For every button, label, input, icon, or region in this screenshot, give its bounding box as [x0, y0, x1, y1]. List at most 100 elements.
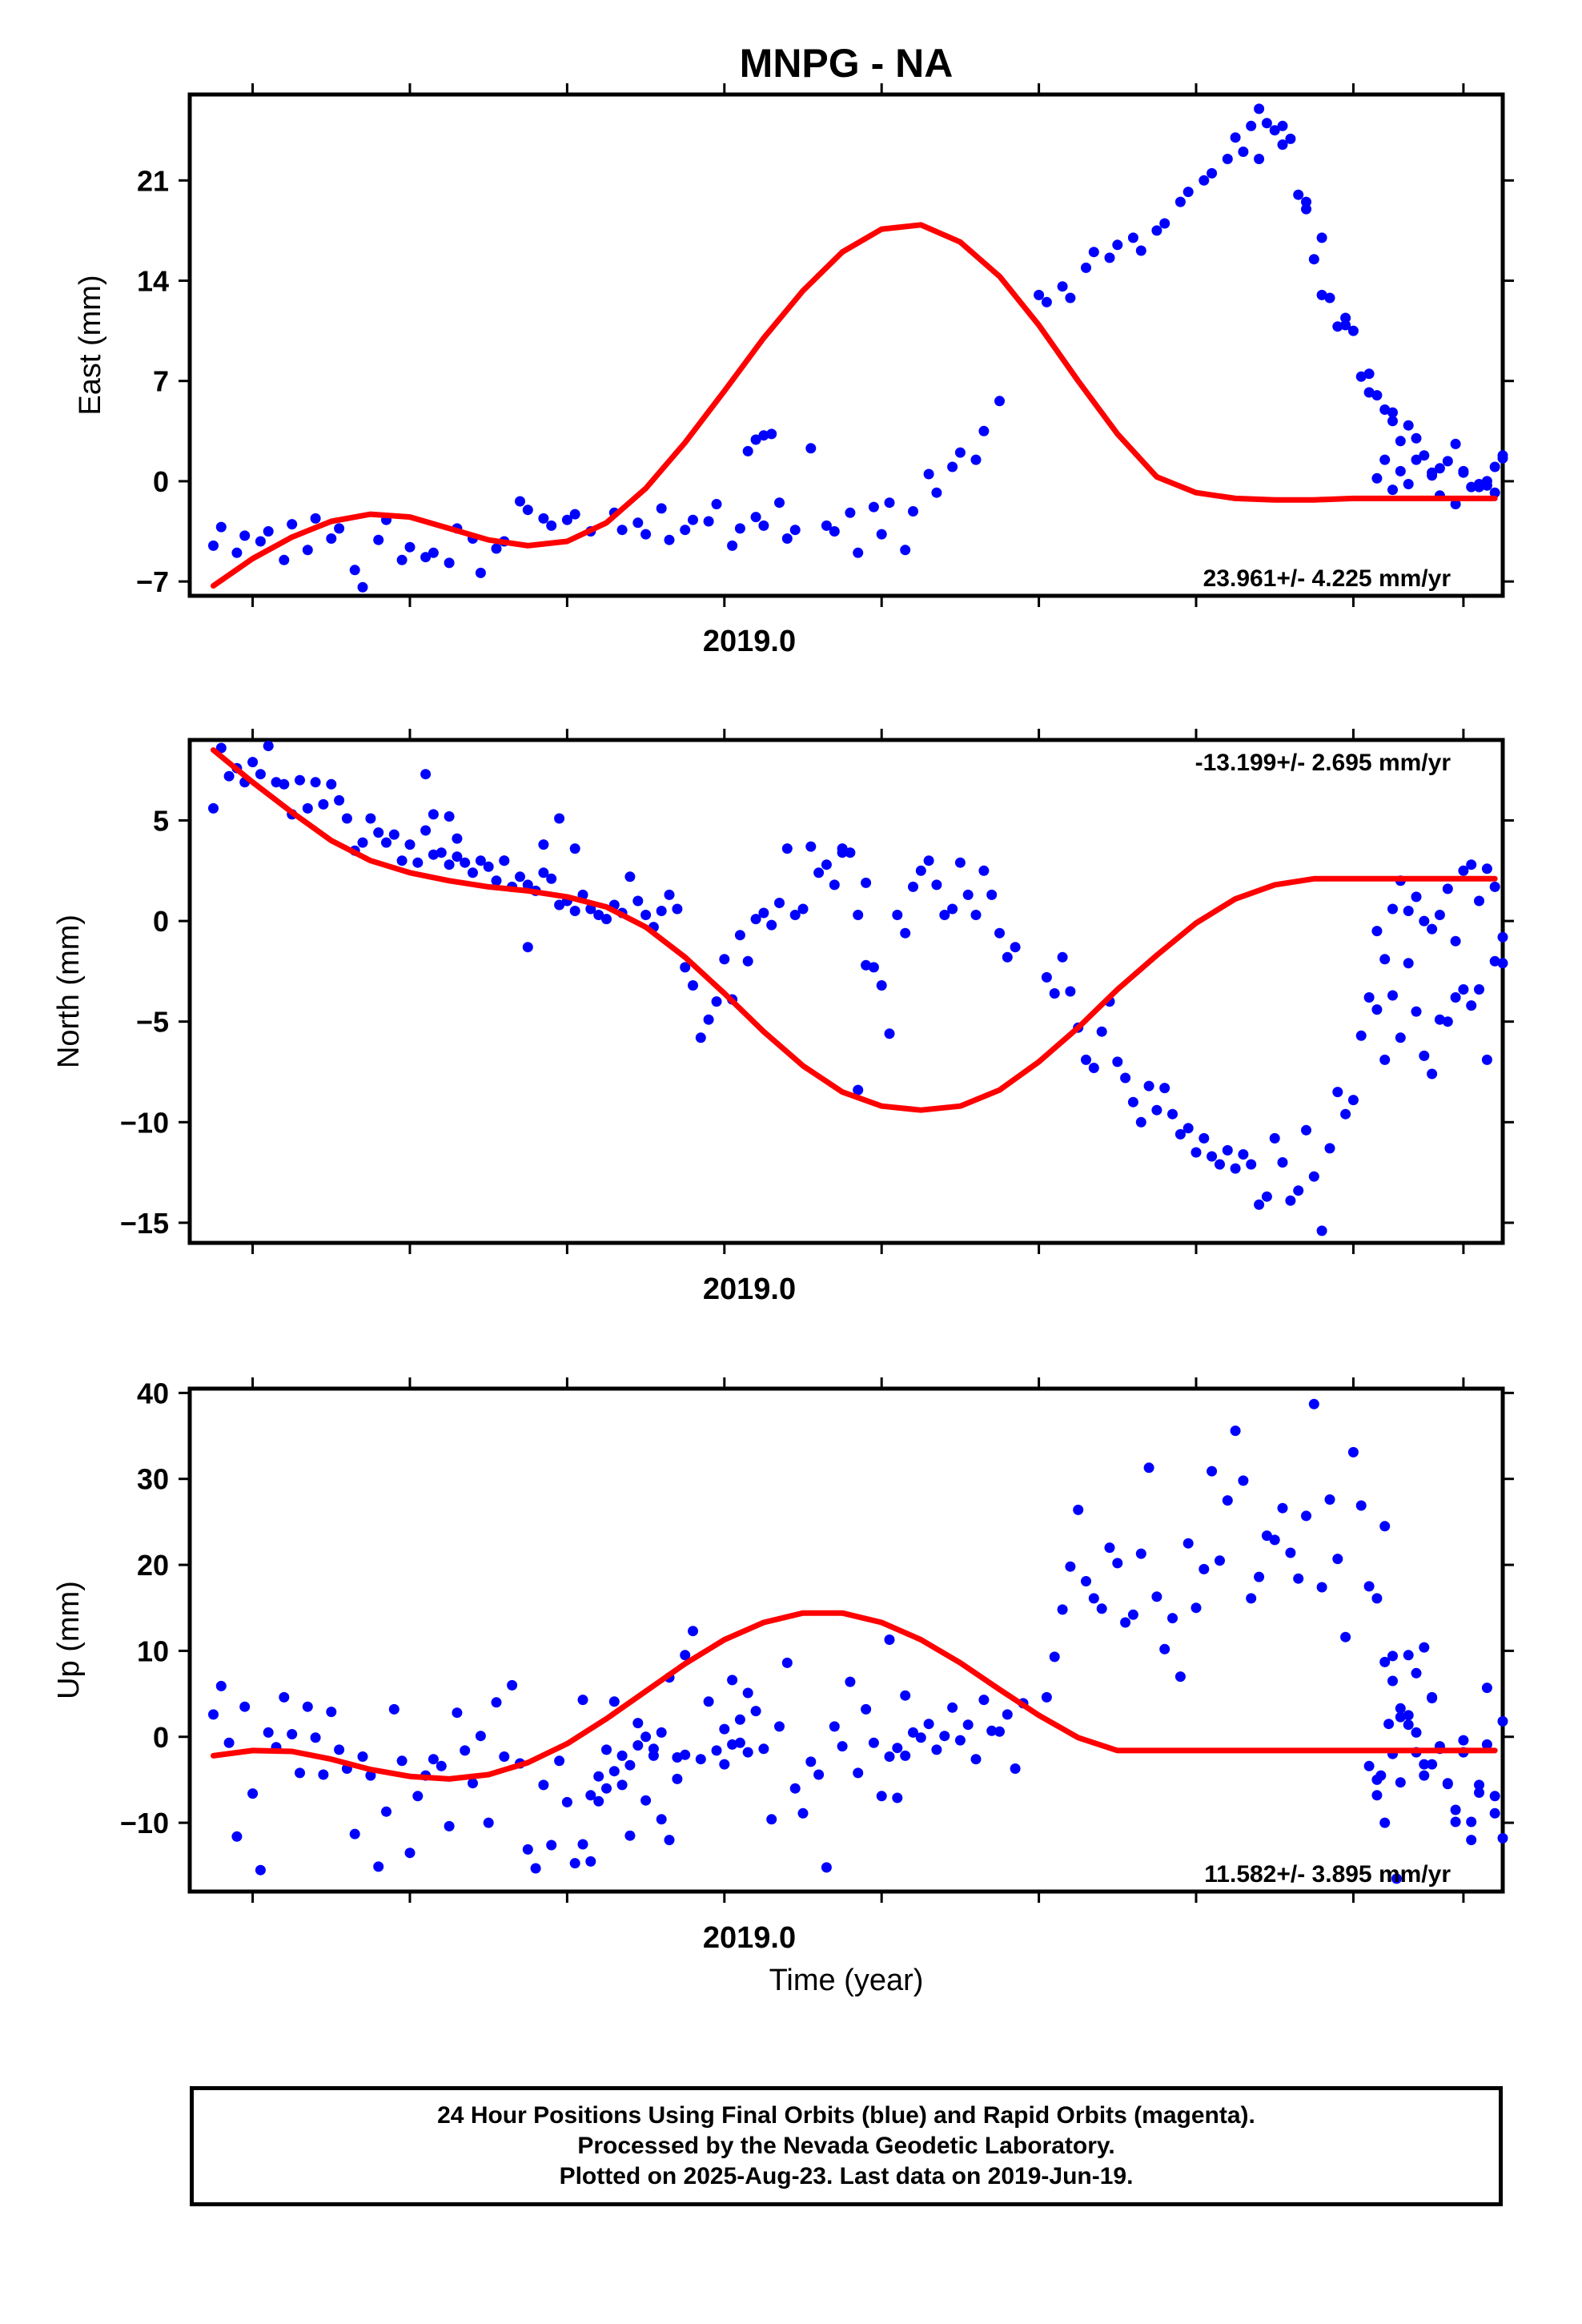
- panel-north-data-point: [428, 809, 439, 820]
- panel-up-data-point: [1254, 1571, 1265, 1582]
- panel-north-data-point: [1277, 1157, 1288, 1168]
- panel-north-data-point: [1230, 1163, 1241, 1174]
- panel-north-data-point: [1434, 1014, 1445, 1025]
- panel-up-data-point: [468, 1778, 478, 1789]
- panel-up-data-point: [231, 1831, 243, 1842]
- panel-up-data-point: [1391, 1873, 1402, 1884]
- panel-up-data-point: [499, 1751, 510, 1762]
- panel-up-data-point: [1419, 1759, 1430, 1770]
- panel-up-data-point: [931, 1744, 942, 1755]
- panel-up-data-point: [695, 1754, 706, 1765]
- panel-east-data-point: [310, 513, 321, 524]
- panel-up-data-point: [412, 1791, 424, 1802]
- panel-east-data-point: [208, 540, 219, 551]
- panel-up-data-point: [608, 1766, 620, 1777]
- panel-up-data-point: [444, 1820, 455, 1831]
- panel-up-y-tick-label: 10: [137, 1634, 169, 1667]
- panel-north-data-point: [1222, 1144, 1233, 1156]
- panel-north-data-point: [263, 741, 274, 751]
- panel-up-data-point: [853, 1767, 864, 1779]
- panel-up-data-point: [404, 1848, 416, 1859]
- panel-north-data-point: [978, 865, 990, 876]
- panel-north-data-point: [318, 798, 329, 810]
- panel-up-data-point: [829, 1721, 840, 1732]
- panel-east-data-point: [1355, 371, 1367, 382]
- panel-up-data-point: [821, 1862, 832, 1873]
- panel-north-data-point: [821, 859, 832, 870]
- panel-up-data-point: [1308, 1398, 1319, 1409]
- panel-east-data-point: [326, 533, 337, 544]
- panel-up-data-point: [1450, 1804, 1461, 1815]
- panel-up-data-point: [947, 1702, 958, 1713]
- panel-north-data-point: [908, 881, 918, 892]
- panel-up-data-point: [672, 1752, 683, 1763]
- panel-north-data-point: [215, 742, 227, 754]
- panel-north-data-point: [1427, 923, 1438, 935]
- panel-north-data-point: [1458, 865, 1469, 876]
- panel-up-data-point: [1395, 1711, 1406, 1723]
- panel-east-data-point: [334, 523, 345, 534]
- panel-up-data-point: [208, 1709, 219, 1720]
- panel-east-data-point: [1450, 438, 1461, 449]
- panel-north-data-point: [640, 910, 652, 920]
- panel-north-data-point: [853, 1084, 864, 1096]
- panel-north-data-point: [781, 843, 793, 854]
- panel-up-data-point: [1387, 1675, 1398, 1687]
- panel-east-y-tick-label: 21: [137, 164, 169, 197]
- panel-up-data-point: [640, 1731, 652, 1743]
- panel-north-data-point: [208, 802, 219, 814]
- panel-up: −10 0 10 20 30 40 Up (mm) 2019.0 11.582+/- 3.…: [52, 1377, 1514, 1997]
- panel-north-data-point: [326, 778, 337, 790]
- panel-north-data-point: [1458, 984, 1469, 995]
- panel-north-data-point: [868, 962, 879, 973]
- panel-up-data-point: [742, 1747, 753, 1758]
- panel-up-data-point: [255, 1864, 266, 1876]
- panel-north-data-point: [381, 837, 391, 848]
- panel-north-data-point: [452, 833, 463, 844]
- panel-north-data-point: [373, 827, 384, 838]
- panel-up-data-point: [1332, 1554, 1343, 1565]
- panel-east-ticks: −7 0 7 14 21: [136, 83, 1514, 607]
- panel-up-data-point: [1403, 1719, 1414, 1731]
- panel-east-data-point: [396, 554, 408, 565]
- panel-east-data-point: [1387, 407, 1398, 418]
- panel-north-data-point: [742, 955, 753, 967]
- panel-north-data-point: [1489, 955, 1500, 967]
- panel-north-data-point: [365, 813, 376, 824]
- panel-up-data-point: [1458, 1735, 1469, 1746]
- panel-north-data-point: [499, 855, 510, 866]
- panel-up-data-point: [452, 1707, 463, 1719]
- panel-north-data-point: [695, 1032, 706, 1043]
- panel-up-data-point: [900, 1750, 911, 1761]
- panel-up-data-point: [908, 1727, 918, 1738]
- panel-up-data-point: [1215, 1555, 1225, 1566]
- panel-up-data-point: [601, 1783, 612, 1794]
- panel-east-data-point: [616, 525, 628, 536]
- panel-up-y-tick-label: 0: [153, 1721, 169, 1754]
- panel-up-data-point: [1127, 1609, 1138, 1620]
- panel-up-rate-label: 11.582+/- 3.895 mm/yr: [1204, 1861, 1451, 1888]
- panel-east-data-point: [1238, 147, 1249, 157]
- panel-north-data-point: [1379, 954, 1391, 965]
- panel-east-data-point: [1411, 432, 1422, 444]
- panel-east-data-point: [1269, 125, 1280, 136]
- panel-up-data-point: [223, 1737, 235, 1748]
- panel-up-data-point: [1379, 1521, 1391, 1532]
- panel-east-data-point: [656, 503, 667, 514]
- panel-up-data-point: [1379, 1817, 1391, 1828]
- panel-east-data-point: [1379, 404, 1391, 415]
- panel-up-data-point: [876, 1791, 887, 1802]
- panel-east-data-point: [1474, 481, 1484, 493]
- panel-north-data-point: [1371, 1004, 1383, 1015]
- panel-north-data-point: [1411, 891, 1422, 903]
- panel-east-y-tick-label: 7: [153, 365, 169, 398]
- panel-north-data-point: [1041, 971, 1052, 983]
- panel-up-data-point: [1277, 1502, 1288, 1514]
- panel-north-data-point: [554, 899, 565, 911]
- panel-north-data-point: [986, 889, 998, 900]
- panel-north-data-point: [1261, 1191, 1272, 1202]
- panel-north-y-tick-label: 0: [153, 905, 169, 938]
- panel-east-data-point: [727, 540, 738, 551]
- panel-north-data-point: [861, 877, 872, 888]
- panel-up-data-point: [483, 1817, 494, 1828]
